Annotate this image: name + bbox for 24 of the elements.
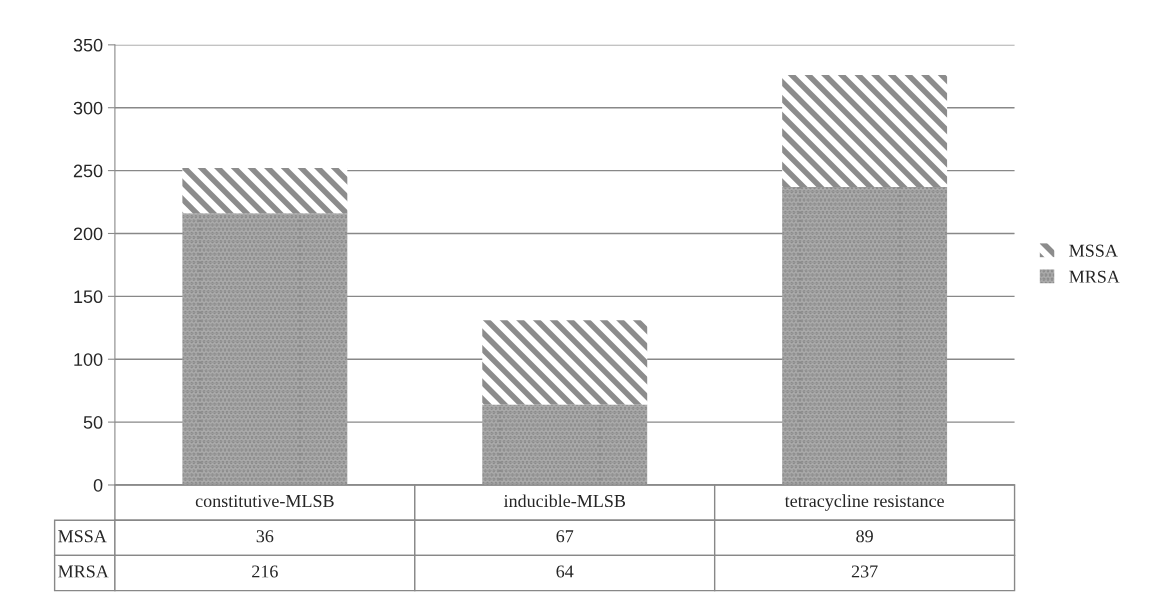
legend-label: MRSA (1069, 270, 1120, 283)
x-tick-label: tetracycline resistance (784, 494, 944, 511)
data-label: 67 (556, 530, 574, 543)
bar (482, 320, 648, 405)
text: MRSA (58, 565, 109, 578)
y-tick-label: 150 (74, 290, 103, 304)
x-tick-label: constitutive-MLSB (195, 494, 334, 508)
y-tick-label: 0 (93, 478, 103, 492)
y-tick-label: 50 (83, 416, 103, 429)
data-label: 216 (252, 565, 278, 578)
data-label: 36 (256, 530, 274, 543)
x-tick-label: inducible-MLSB (503, 494, 626, 508)
legend-label: MSSA (1069, 244, 1118, 257)
y-tick-label: 250 (73, 164, 103, 178)
y-tick-label: 300 (73, 101, 103, 115)
bar (782, 75, 948, 187)
y-tick-label: 350 (73, 38, 103, 52)
data-label: 89 (856, 530, 873, 543)
bar (182, 168, 348, 214)
y-tick-label: 200 (73, 227, 103, 241)
data-label: 64 (556, 565, 574, 578)
text: MSSA (58, 530, 107, 543)
y-tick-label: 100 (74, 353, 103, 366)
data-label: 237 (851, 565, 878, 578)
